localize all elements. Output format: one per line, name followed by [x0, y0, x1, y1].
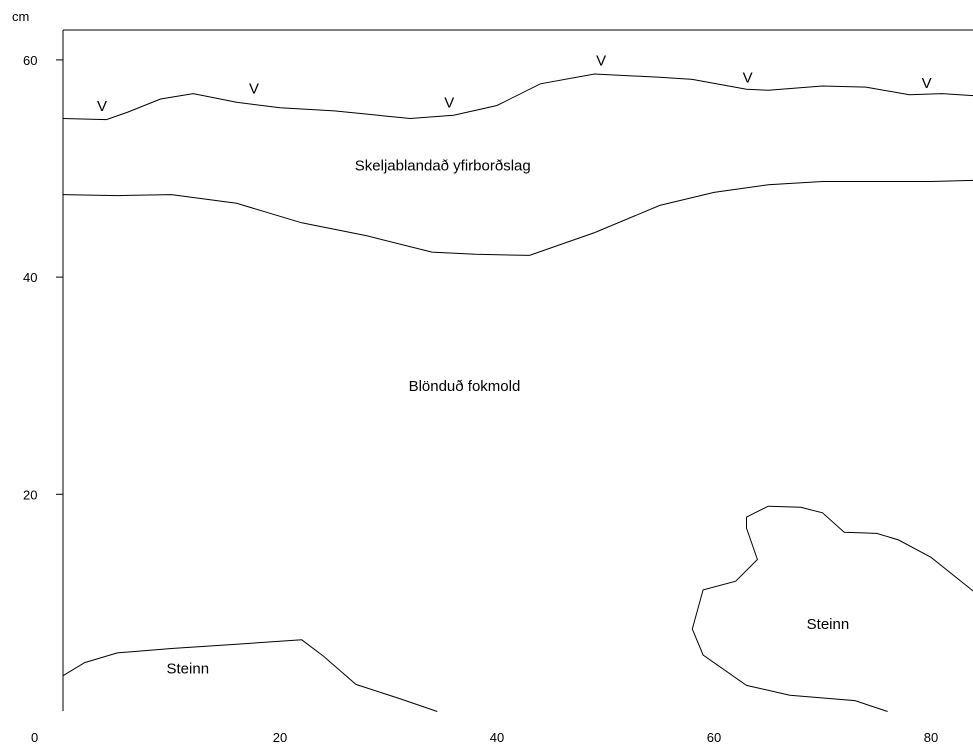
vegetation-marker: V	[249, 81, 259, 98]
x-tick-label: 40	[490, 730, 504, 745]
vegetation-marker: V	[743, 70, 753, 87]
layer-label: Steinn	[167, 660, 210, 677]
origin-label: 0	[31, 730, 38, 745]
x-tick-label: 20	[273, 730, 287, 745]
vegetation-marker: V	[97, 98, 107, 115]
y-tick-label: 20	[23, 487, 37, 502]
vegetation-marker: V	[922, 75, 932, 92]
y-tick-label: 60	[23, 53, 37, 68]
boundary-line-4	[691, 505, 973, 712]
boundary-line-2	[62, 179, 973, 256]
y-tick-label: 40	[23, 270, 37, 285]
x-tick-label: 80	[924, 730, 938, 745]
layer-label: Steinn	[807, 616, 850, 633]
vegetation-marker: V	[444, 95, 454, 112]
x-tick-label: 60	[707, 730, 721, 745]
y-axis-label: cm	[12, 9, 29, 24]
boundary-line-1	[62, 73, 973, 121]
boundary-line-3	[62, 639, 438, 712]
layer-label: Skeljablandað yfirborðslag	[355, 158, 531, 175]
vegetation-marker: V	[596, 52, 606, 69]
layer-label: Blönduð fokmold	[409, 378, 521, 395]
